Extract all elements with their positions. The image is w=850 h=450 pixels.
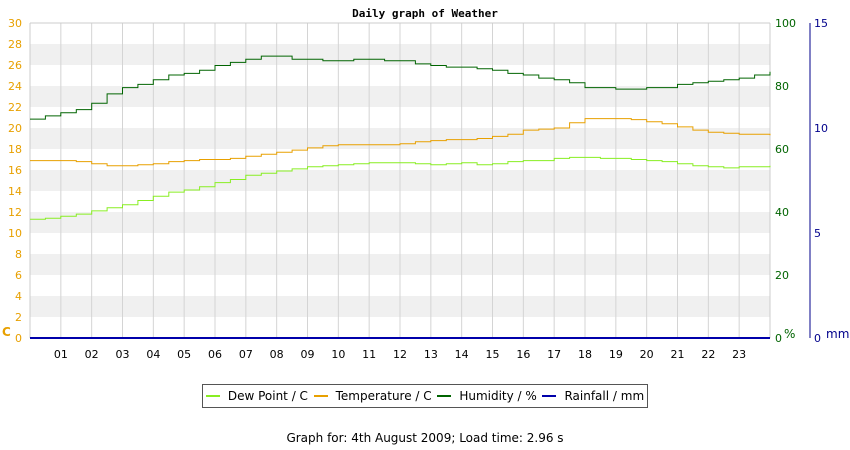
temp-tick-label: 26: [8, 59, 22, 72]
temp-tick-label: 8: [15, 248, 22, 261]
humidity-tick-label: 60: [775, 143, 789, 156]
temp-tick-label: 18: [8, 143, 22, 156]
humidity-tick-label: 100: [775, 17, 796, 30]
x-tick-label: 22: [701, 348, 715, 361]
temperature-swatch: [313, 395, 328, 397]
x-tick-label: 02: [85, 348, 99, 361]
x-tick-label: 12: [393, 348, 407, 361]
temp-tick-label: 28: [8, 38, 22, 51]
x-tick-label: 01: [54, 348, 68, 361]
humidity-axis: 0 20 40 60 80 100%: [775, 17, 796, 345]
temp-tick-label: 4: [15, 290, 22, 303]
x-tick-label: 15: [486, 348, 500, 361]
legend-label: Dew Point / C: [227, 389, 308, 403]
dew-point-line: [30, 156, 771, 220]
temp-tick-label: 30: [8, 17, 22, 30]
legend-label: Humidity / %: [459, 389, 537, 403]
x-tick-label: 09: [301, 348, 315, 361]
temp-unit-label: C: [2, 325, 11, 339]
humidity-tick-label: 80: [775, 80, 789, 93]
legend-item-temperature: Temperature / C: [313, 389, 432, 403]
x-tick-label: 07: [239, 348, 253, 361]
x-tick-label: 20: [640, 348, 654, 361]
x-tick-label: 13: [424, 348, 438, 361]
temp-tick-label: 2: [15, 311, 22, 324]
temp-tick-label: 16: [8, 164, 22, 177]
legend-label: Rainfall / mm: [564, 389, 645, 403]
temp-tick-label: 22: [8, 101, 22, 114]
x-tick-label: 19: [609, 348, 623, 361]
temperature-line: [30, 118, 771, 167]
x-tick-label: 11: [362, 348, 376, 361]
rainfall-tick-label: 5: [814, 227, 821, 240]
temp-tick-label: 6: [15, 269, 22, 282]
humidity-tick-label: 0: [775, 332, 782, 345]
legend-item-humidity: Humidity / %: [437, 389, 537, 403]
x-tick-label: 14: [455, 348, 469, 361]
temp-tick-label: 0: [15, 332, 22, 345]
temp-tick-label: 20: [8, 122, 22, 135]
rainfall-swatch: [542, 395, 557, 397]
temp-tick-label: 12: [8, 206, 22, 219]
humidity-unit-label: %: [784, 327, 795, 341]
humidity-line: [30, 55, 771, 120]
vertical-gridlines: [60, 23, 740, 338]
x-tick-label: 04: [146, 348, 160, 361]
temp-tick-label: 24: [8, 80, 22, 93]
x-tick-label: 17: [547, 348, 561, 361]
temp-tick-label: 10: [8, 227, 22, 240]
rainfall-unit-label: mm: [826, 327, 849, 341]
humidity-tick-label: 40: [775, 206, 789, 219]
x-tick-label: 23: [732, 348, 746, 361]
x-axis: 01 02 03 04 05 06 07 08 09 10 11 12 13 14 15 16 17 18 19 20…: [54, 348, 746, 361]
series-lines: [30, 55, 771, 339]
legend: Dew Point / C Temperature / C Humidity /…: [202, 384, 648, 408]
legend-label: Temperature / C: [335, 389, 432, 403]
rainfall-axis: 0 5 10 15 mm: [814, 17, 849, 345]
x-tick-label: 10: [331, 348, 345, 361]
x-tick-label: 08: [270, 348, 284, 361]
rainfall-tick-label: 0: [814, 332, 821, 345]
x-tick-label: 21: [671, 348, 685, 361]
temp-tick-label: 14: [8, 185, 22, 198]
legend-item-rainfall: Rainfall / mm: [542, 389, 644, 403]
rainfall-tick-label: 10: [814, 122, 828, 135]
footer-text: Graph for: 4th August 2009; Load time: 2…: [286, 431, 564, 445]
legend-item-dew-point: Dew Point / C: [205, 389, 308, 403]
humidity-tick-label: 20: [775, 269, 789, 282]
x-tick-label: 05: [177, 348, 191, 361]
rainfall-tick-label: 15: [814, 17, 828, 30]
chart-title: Daily graph of Weather: [352, 7, 498, 20]
x-tick-label: 16: [516, 348, 530, 361]
x-tick-label: 03: [116, 348, 130, 361]
x-tick-label: 06: [208, 348, 222, 361]
x-tick-label: 18: [578, 348, 592, 361]
humidity-swatch: [437, 395, 452, 397]
dew-point-swatch: [205, 395, 220, 397]
